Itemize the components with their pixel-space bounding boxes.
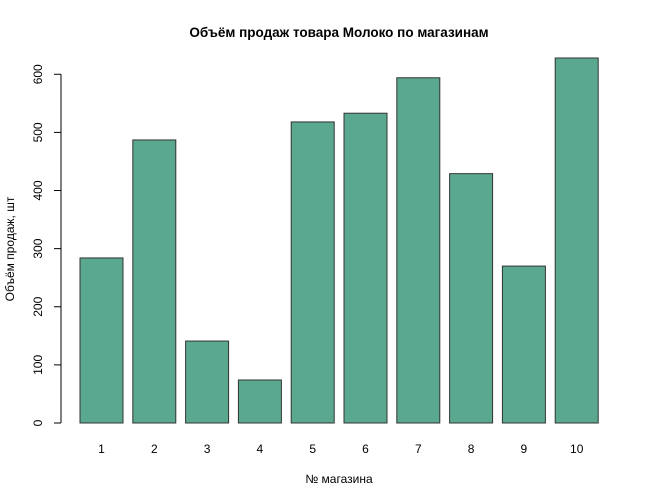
x-tick-label: 10	[570, 442, 584, 456]
y-tick-label: 400	[31, 180, 45, 200]
y-tick-label: 200	[31, 296, 45, 316]
x-axis-label: № магазина	[305, 472, 373, 486]
x-tick-label: 6	[362, 442, 369, 456]
bars-group	[79, 57, 599, 424]
x-tick-label: 8	[468, 442, 475, 456]
y-tick-label: 600	[31, 64, 45, 84]
x-tick-label: 7	[415, 442, 422, 456]
bar-store-1	[79, 257, 124, 424]
x-tick-label: 1	[98, 442, 105, 456]
y-tick-label: 0	[31, 419, 45, 426]
y-axis-label: Объём продаж, шт	[3, 196, 17, 301]
chart-title: Объём продаж товара Молоко по магазинам	[189, 25, 488, 40]
bar-store-5	[290, 121, 335, 424]
x-tick-label: 4	[257, 442, 264, 456]
y-tick-label: 500	[31, 122, 45, 142]
x-tick-label: 2	[151, 442, 158, 456]
bar-store-2	[132, 139, 177, 424]
bar-store-9	[501, 265, 546, 424]
bar-store-7	[396, 77, 441, 424]
x-tick-label: 9	[521, 442, 528, 456]
bar-store-8	[449, 173, 494, 424]
x-axis-tick-labels: 1 2 3 4 5 6 7 8 9 10	[98, 442, 584, 456]
x-tick-label: 5	[309, 442, 316, 456]
y-tick-label: 300	[31, 238, 45, 258]
y-axis: 0 100 200 300 400 500 600	[31, 64, 62, 426]
bar-store-6	[343, 112, 388, 424]
bar-store-3	[185, 340, 230, 424]
y-tick-label: 100	[31, 355, 45, 375]
bar-store-10	[554, 57, 599, 424]
bar-store-4	[237, 379, 282, 424]
x-tick-label: 3	[204, 442, 211, 456]
